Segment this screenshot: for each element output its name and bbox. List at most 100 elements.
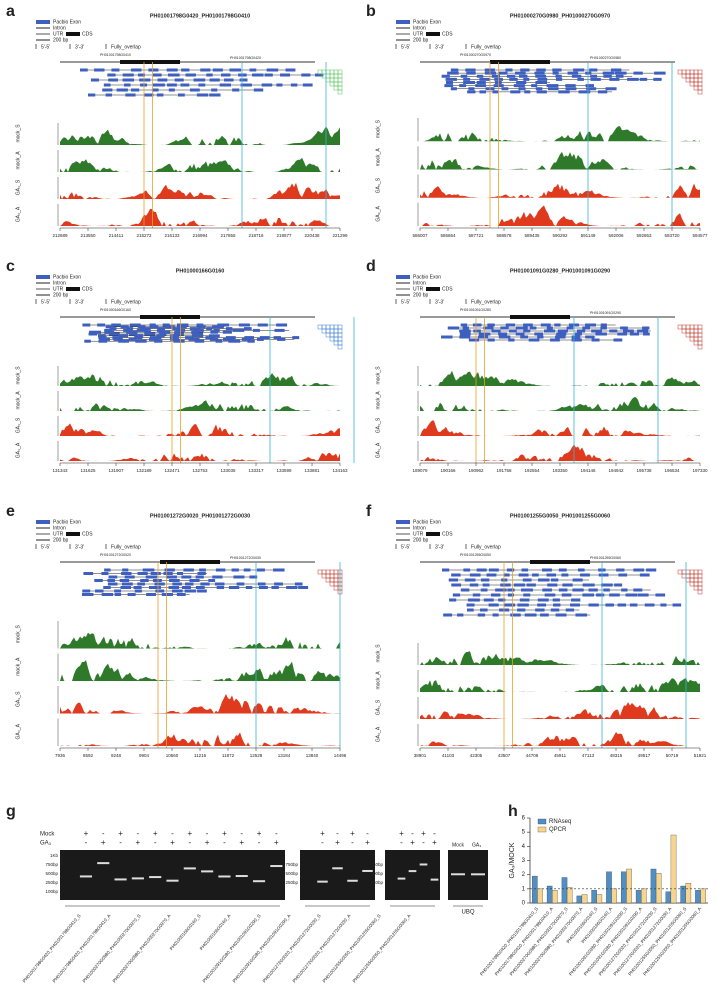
overlap-cell xyxy=(677,69,683,75)
overlap-cell xyxy=(697,581,703,587)
isoform-exon xyxy=(118,339,130,343)
isoform-exon xyxy=(150,325,159,329)
isoform-exon xyxy=(101,572,109,575)
x-tick-label: 45911 xyxy=(554,753,567,758)
isoform-exon xyxy=(238,73,247,77)
lane-label: PH01000166G0160_A xyxy=(199,913,232,951)
isoform-exon xyxy=(184,589,196,593)
band xyxy=(97,862,110,865)
isoform-exon xyxy=(521,588,533,592)
isoform-exon xyxy=(600,323,607,327)
isoform-exon xyxy=(558,90,570,94)
bar xyxy=(581,894,588,904)
isoform-exon xyxy=(531,84,538,88)
isoform-exon xyxy=(464,578,476,582)
isoform-exon xyxy=(507,593,514,597)
overlap-cell xyxy=(337,85,343,91)
isoform-exon xyxy=(274,328,285,332)
isoform-exon xyxy=(469,573,481,577)
isoform-exon xyxy=(482,583,490,587)
isoform-exon xyxy=(121,572,132,575)
x-tick-label: 214411 xyxy=(109,233,124,238)
isoform-exon xyxy=(479,77,490,81)
overlap-cell xyxy=(321,569,327,575)
overlap-cell xyxy=(325,324,331,330)
overlap-cell xyxy=(337,344,343,350)
isoform-exon xyxy=(258,586,268,589)
x-tick-label: 10560 xyxy=(166,753,179,758)
isoform-exon xyxy=(158,330,171,334)
legend-text: 5'-5' xyxy=(401,299,410,305)
overlap-cell xyxy=(697,589,703,595)
isoform-exon xyxy=(637,329,649,333)
overlap-cell xyxy=(681,328,687,334)
lane-label: PH01000270G0980_PH01000270G0970_S xyxy=(82,913,142,983)
legend-text: 200 bp xyxy=(413,537,429,543)
coverage xyxy=(60,660,340,681)
overlap-cell xyxy=(337,81,343,87)
isoform-exon xyxy=(535,81,548,84)
sign: - xyxy=(119,838,122,847)
x-tick-label: 51921 xyxy=(694,753,707,758)
isoform-exon xyxy=(104,568,111,572)
isoform-exon xyxy=(441,335,453,339)
isoform-exon xyxy=(465,68,476,72)
isoform-exon xyxy=(479,608,488,612)
marker-label: 500bp xyxy=(370,871,383,876)
track-label: mock_S xyxy=(375,644,381,663)
isoform-exon xyxy=(82,589,91,593)
overlap-cell xyxy=(693,577,699,583)
legend-text: Pacbio Exon xyxy=(413,519,441,525)
isoform-exon xyxy=(233,575,245,579)
isoform-exon xyxy=(483,598,494,602)
isoform-exon xyxy=(672,603,682,607)
isoform-exon xyxy=(510,90,521,94)
isoform-exon xyxy=(243,327,252,331)
isoform-exon xyxy=(463,568,471,572)
isoform-exon xyxy=(222,330,232,334)
track-label: mock_A xyxy=(15,657,21,676)
y-tick-label: 6 xyxy=(522,816,526,822)
isoform-exon xyxy=(174,332,184,336)
legend-label: QPCR xyxy=(549,827,567,833)
isoform-exon xyxy=(180,83,190,87)
isoform-exon xyxy=(519,74,528,78)
overlap-cell xyxy=(337,73,343,79)
isoform-exon xyxy=(210,330,219,334)
isoform-exon xyxy=(463,81,475,84)
x-tick-label: 218716 xyxy=(248,233,264,238)
gene-title: PH01001798G0420_PH01001798G0410 xyxy=(150,13,250,19)
isoform-exon xyxy=(547,87,559,91)
isoform-exon xyxy=(169,579,180,582)
x-tick-label: 194942 xyxy=(608,468,624,473)
isoform-exon xyxy=(575,613,588,617)
isoform-exon xyxy=(513,84,525,88)
isoform-exon xyxy=(139,78,151,82)
isoform-exon xyxy=(480,578,490,582)
isoform-exon xyxy=(116,88,128,92)
isoform-exon xyxy=(154,339,163,343)
x-tick-label: 194146 xyxy=(580,468,596,473)
y-tick-label: 5 xyxy=(522,830,526,836)
isoform-exon xyxy=(124,83,131,87)
x-tick-label: PH01000270G0980_PH01000270G0970_S xyxy=(509,906,569,976)
isoform-exon xyxy=(627,77,639,81)
overlap-cell xyxy=(325,73,331,79)
panel-label: a xyxy=(6,3,15,20)
overlap-cell xyxy=(333,73,339,79)
gene-cds xyxy=(160,560,220,564)
isoform-exon xyxy=(618,573,628,577)
isoform-exon xyxy=(215,339,223,343)
isoform-exon xyxy=(193,78,206,82)
bar xyxy=(537,888,543,904)
isoform-exon xyxy=(442,568,450,572)
band xyxy=(347,879,358,882)
overlap-cell xyxy=(333,585,339,591)
band xyxy=(451,873,465,876)
band xyxy=(131,877,144,880)
marker-label: 500bp xyxy=(285,871,298,876)
isoform-exon xyxy=(621,588,628,592)
isoform-exon xyxy=(123,328,132,332)
isoform-exon xyxy=(90,78,99,82)
marker-label: 750bp xyxy=(370,862,383,867)
